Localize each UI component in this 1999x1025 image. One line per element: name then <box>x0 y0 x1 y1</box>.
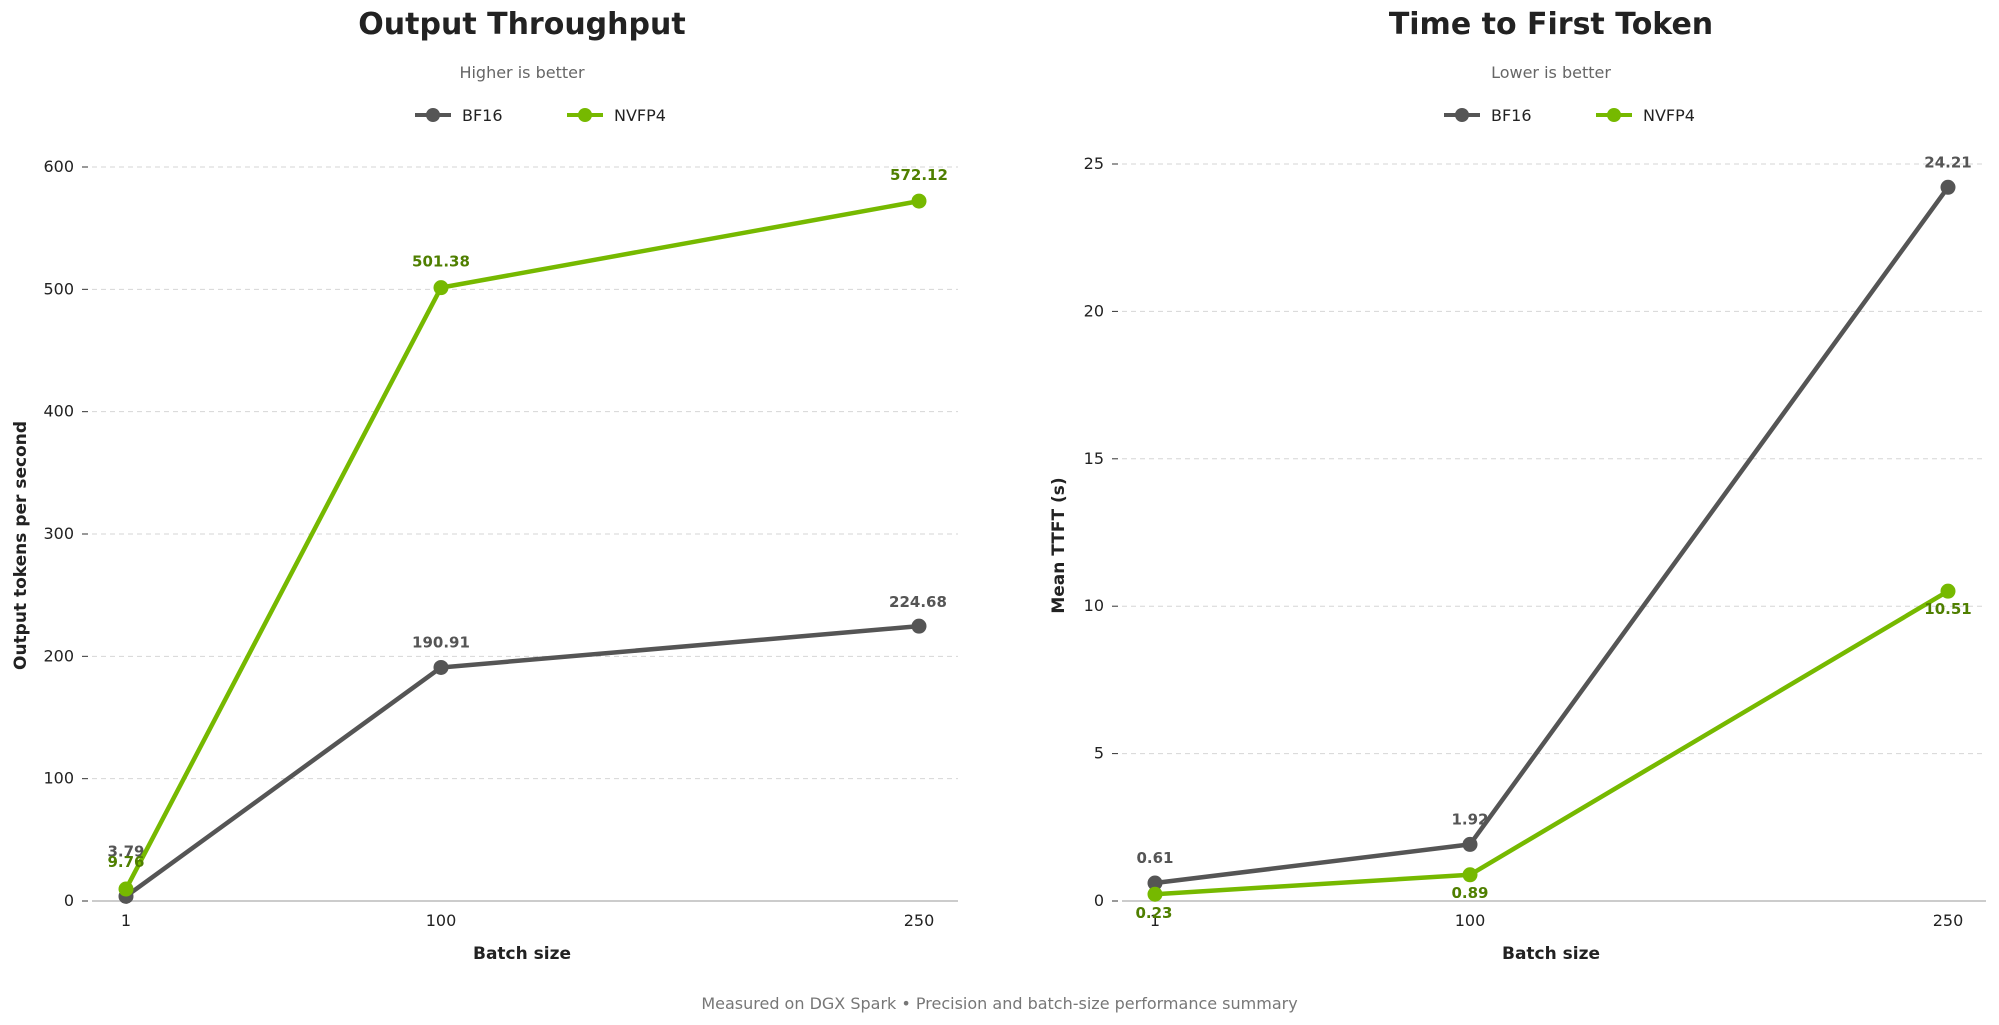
ttft-ytick-label: 20 <box>1084 301 1104 320</box>
throughput-bf16-point <box>433 659 449 675</box>
ttft-ytick-label: 0 <box>1094 891 1104 910</box>
throughput-bf16-data-label: 3.79 <box>107 842 144 860</box>
ttft-nvfp4-line <box>1154 589 1950 897</box>
ttft-xtick-label: 250 <box>1933 911 1964 930</box>
ttft-nvfp4-data-label: 0.89 <box>1451 884 1488 902</box>
throughput-ytick-label: 600 <box>43 157 74 176</box>
ttft-bf16-point <box>1940 179 1956 195</box>
throughput-legend-bf16-marker <box>426 108 440 122</box>
ttft-bf16-data-label: 1.92 <box>1451 810 1488 828</box>
throughput-nvfp4-point <box>911 193 927 209</box>
ttft-legend-nvfp4-marker <box>1607 108 1621 122</box>
ttft-nvfp4-data-label: 0.23 <box>1135 904 1172 922</box>
throughput-ytick-label: 500 <box>43 279 74 298</box>
ttft-legend-bf16-label: BF16 <box>1491 106 1532 125</box>
throughput-bf16-point <box>911 618 927 634</box>
throughput-bf16-data-label: 190.91 <box>412 633 470 651</box>
throughput-nvfp4-line <box>124 198 920 891</box>
throughput-bf16-data-label: 224.68 <box>889 593 947 611</box>
ttft-bf16-line <box>1154 185 1950 886</box>
ttft-bf16-data-label: 0.61 <box>1136 849 1173 867</box>
ttft-ytick-label: 25 <box>1084 154 1104 173</box>
ttft-ytick-label: 5 <box>1094 744 1104 763</box>
throughput-ytick-label: 300 <box>43 524 74 543</box>
ttft-ytick-label: 15 <box>1084 449 1104 468</box>
throughput-nvfp4-point <box>118 881 134 897</box>
ttft-bf16-data-label: 24.21 <box>1924 153 1971 171</box>
throughput-y-axis-label: Output tokens per second <box>11 421 31 670</box>
throughput-nvfp4-point <box>433 280 449 296</box>
ttft-x-axis-label: Batch size <box>1502 944 1600 964</box>
throughput-x-axis-label: Batch size <box>473 944 571 964</box>
ttft-nvfp4-point <box>1147 886 1163 902</box>
throughput-xtick-label: 250 <box>904 911 935 930</box>
ttft-xtick-label: 100 <box>1455 911 1486 930</box>
ttft-bf16-point <box>1462 836 1478 852</box>
throughput-legend-nvfp4-label: NVFP4 <box>614 106 666 125</box>
ttft-legend-bf16-marker <box>1455 108 1469 122</box>
ttft-xtick-label: 1 <box>1150 911 1160 930</box>
figure-footer: Measured on DGX Spark • Precision and ba… <box>701 994 1298 1013</box>
throughput-legend-bf16-label: BF16 <box>462 106 503 125</box>
throughput-nvfp4-data-label: 501.38 <box>412 253 470 271</box>
throughput-ytick-label: 100 <box>43 769 74 788</box>
ttft-title: Time to First Token <box>1389 7 1713 42</box>
throughput-nvfp4-data-label: 9.76 <box>107 853 144 871</box>
ttft-ytick-label: 10 <box>1084 596 1104 615</box>
ttft-nvfp4-point <box>1940 583 1956 599</box>
ttft-legend-nvfp4-label: NVFP4 <box>1643 106 1695 125</box>
throughput-ytick-label: 200 <box>43 646 74 665</box>
throughput-title: Output Throughput <box>358 7 685 42</box>
throughput-nvfp4-data-label: 572.12 <box>890 166 948 184</box>
throughput-xtick-label: 100 <box>426 911 457 930</box>
throughput-legend-nvfp4-marker <box>578 108 592 122</box>
throughput-subtitle: Higher is better <box>459 63 585 82</box>
ttft-subtitle: Lower is better <box>1491 63 1611 82</box>
ttft-bf16-point <box>1147 875 1163 891</box>
ttft-nvfp4-data-label: 10.51 <box>1924 600 1971 618</box>
ttft-y-axis-label: Mean TTFT (s) <box>1049 477 1069 613</box>
throughput-ytick-label: 0 <box>64 891 74 910</box>
throughput-ytick-label: 400 <box>43 402 74 421</box>
throughput-xtick-label: 1 <box>121 911 131 930</box>
ttft-nvfp4-point <box>1462 867 1478 883</box>
